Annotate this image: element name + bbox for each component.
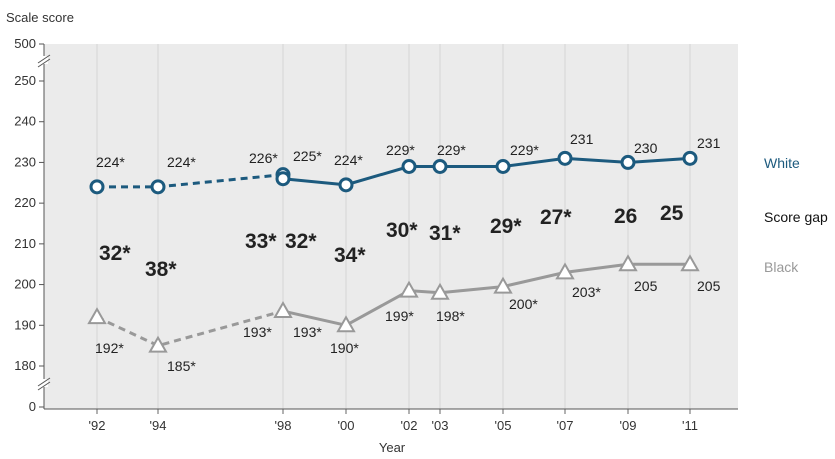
y-axis-title: Scale score (6, 10, 74, 25)
series-line (282, 156, 691, 187)
y-tick-label: 210 (14, 236, 36, 251)
series-marker-circle (89, 179, 105, 195)
series-layer (87, 150, 700, 353)
score-gap-label: 31* (429, 222, 461, 245)
black-data-label: 193* (293, 324, 322, 340)
score-gap-label: 29* (490, 215, 522, 238)
black-data-label: 205 (697, 278, 721, 294)
axis-break-mark (37, 381, 51, 391)
series-marker-circle (432, 159, 448, 174)
series-marker-triangle (430, 282, 450, 300)
white-data-label: 224* (334, 152, 363, 168)
axis-break-mark (37, 377, 51, 387)
score-gap-label: 33* (245, 230, 277, 253)
axis-break-gap (40, 56, 48, 64)
score-gap-label: 34* (334, 244, 366, 267)
y-tick-label: 500 (14, 36, 36, 51)
white-data-label: 229* (386, 142, 415, 158)
axis-break-gap (40, 379, 48, 387)
series-marker-triangle (618, 254, 638, 272)
y-tick-label: 220 (14, 195, 36, 210)
white-data-label: 229* (437, 142, 466, 158)
score-gap-labels: 32* 38* 33* 32* 34* 30* 31* 29* 27* 26 25 (99, 202, 684, 281)
series-marker-triangle (399, 280, 419, 298)
legend-entry: Score gap (764, 209, 828, 225)
x-axis-title: Year (379, 440, 406, 455)
series-line (282, 262, 690, 327)
series-marker-circle (275, 171, 291, 187)
x-tick-label: '92 (89, 418, 106, 433)
white-data-label: 224* (167, 154, 196, 170)
black-data-label: 192* (95, 340, 124, 356)
black-data-label: 198* (436, 308, 465, 324)
score-gap-label: 38* (145, 258, 177, 281)
x-tick-label: '02 (401, 418, 418, 433)
legend: White Score gap Black (764, 155, 828, 275)
white-data-label: 231 (570, 131, 594, 147)
y-tick-label: 0 (29, 399, 36, 414)
white-data-label: 225* (293, 148, 322, 164)
black-data-label: 190* (330, 340, 359, 356)
black-data-label: 185* (167, 358, 196, 374)
series-marker-triangle (555, 262, 575, 280)
score-gap-label: 32* (99, 242, 131, 265)
x-tick-label: '05 (495, 418, 512, 433)
x-tick-label: '09 (620, 418, 637, 433)
white-data-label: 231 (697, 135, 721, 151)
series-marker-circle (150, 179, 166, 195)
series-marker-triangle (493, 276, 513, 294)
y-tick-label: 190 (14, 317, 36, 332)
white-data-label: 226* (249, 150, 278, 166)
score-gap-label: 26 (614, 205, 637, 228)
series-marker-triangle (87, 307, 107, 325)
data-labels: 224* 224* 226* 225* 224* 229* 229* 229* 231 230 23… (95, 131, 721, 374)
x-tick-label: '07 (557, 418, 574, 433)
axis-break-mark (37, 58, 51, 68)
series-marker-triangle (680, 254, 700, 272)
legend-entry: Black (764, 259, 799, 275)
y-tick-label: 250 (14, 73, 36, 88)
black-data-label: 205 (634, 278, 658, 294)
series-marker-circle (557, 150, 573, 166)
x-tick-label: '98 (275, 418, 292, 433)
y-tick-label: 200 (14, 277, 36, 292)
black-data-label: 199* (385, 308, 414, 324)
series-marker-triangle (148, 335, 168, 353)
gridlines (96, 44, 691, 409)
axes: '92 '94 '98 '00 '02 '03 '05 '07 '09 '11 0 180 190 200… (14, 36, 738, 433)
y-tick-label: 230 (14, 154, 36, 169)
series-marker-circle (620, 154, 636, 170)
black-data-label: 200* (509, 296, 538, 312)
white-data-label: 230 (634, 140, 658, 156)
x-tick-label: '00 (338, 418, 355, 433)
series-marker-triangle (336, 315, 356, 333)
black-data-label: 193* (243, 324, 272, 340)
series-marker-circle (682, 150, 698, 166)
legend-entry: White (764, 155, 800, 171)
axis-break-mark (37, 54, 51, 64)
score-gap-label: 27* (540, 206, 572, 229)
white-data-label: 224* (96, 154, 125, 170)
x-tick-label: '03 (432, 418, 449, 433)
series-marker-circle (338, 177, 354, 193)
y-tick-label: 180 (14, 358, 36, 373)
x-tick-label: '11 (682, 418, 698, 433)
x-tick-label: '94 (150, 418, 167, 433)
y-tick-label: 240 (14, 114, 36, 129)
score-gap-label: 25 (660, 202, 684, 225)
score-gap-label: 30* (386, 219, 418, 242)
black-data-label: 203* (572, 284, 601, 300)
series-marker-circle (401, 159, 417, 174)
series-marker-circle (495, 159, 511, 174)
white-data-label: 229* (510, 142, 539, 158)
series-marker-triangle (273, 301, 293, 319)
score-gap-label: 32* (285, 230, 317, 253)
